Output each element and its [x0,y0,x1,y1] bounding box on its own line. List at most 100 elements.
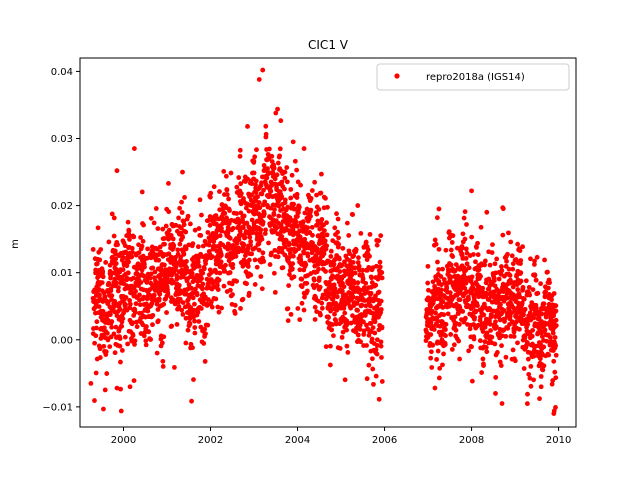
data-point [466,348,472,354]
data-point [374,337,380,343]
data-point [547,280,552,286]
data-point [119,323,125,329]
data-point [443,327,448,332]
data-point [184,258,189,264]
data-point [115,242,120,248]
data-point [328,248,334,254]
data-point [255,194,260,200]
data-point [260,250,266,256]
data-point [171,243,177,248]
data-point [541,344,547,350]
data-point [505,325,511,331]
data-point [441,351,446,357]
y-axis-ticks: −0.01 0.00 0.01 0.02 0.03 0.04 [42,67,80,413]
data-point [366,362,372,368]
data-point [212,216,218,222]
data-point [366,264,372,270]
data-point [269,153,275,159]
data-point [275,254,281,260]
data-point [247,234,253,240]
data-point [180,300,186,305]
data-point [258,274,264,279]
data-point [357,326,363,332]
data-point [132,342,137,347]
data-point [228,170,234,176]
data-point [428,319,434,325]
data-point [488,312,494,317]
data-point [284,179,290,185]
data-point [514,315,520,320]
data-point [522,334,528,340]
data-point [219,228,225,234]
data-point [549,381,555,387]
data-point [97,346,103,352]
data-point [464,261,470,267]
data-point [368,303,373,309]
data-point [179,307,185,313]
data-point [378,339,384,345]
data-point [552,335,558,340]
data-point [116,285,121,290]
data-point [436,278,442,284]
data-point [234,278,239,284]
data-point [112,350,118,356]
data-point [474,245,479,250]
data-point [437,365,443,371]
data-point [189,285,194,291]
data-point [150,265,156,271]
data-point [469,274,475,280]
data-point [334,307,340,313]
data-point [177,296,183,302]
data-point [139,243,145,249]
data-point [478,224,484,230]
data-point [325,204,330,210]
data-point [95,225,101,231]
data-point [428,355,434,361]
data-point [458,287,464,293]
data-point [477,338,483,344]
data-point [436,375,442,381]
data-point [145,255,150,261]
data-point [126,259,131,265]
data-point [509,310,515,316]
data-point [456,338,462,344]
data-point [355,308,361,313]
data-point [471,252,476,257]
data-point [511,334,517,339]
data-point [425,280,431,286]
data-point [100,274,106,280]
data-point [529,333,535,339]
data-point [524,401,530,407]
data-point [519,300,525,306]
data-point [101,343,107,349]
y-tick-label: 0.02 [51,201,73,212]
data-point [210,254,215,260]
data-point [170,236,176,242]
data-point [183,246,189,252]
data-point [305,253,311,259]
data-point [103,349,109,355]
data-point [463,246,469,252]
data-point [174,276,180,282]
data-point [374,351,380,357]
data-point [368,290,374,296]
data-point [297,317,303,323]
data-point [254,147,259,153]
data-point [528,363,534,369]
data-point [463,315,468,321]
data-point [433,241,439,247]
data-point [221,283,227,289]
y-axis-label: m [10,239,21,249]
data-point [199,212,204,218]
data-point [515,340,520,346]
data-point [507,313,513,319]
data-point [198,233,204,238]
data-point [300,219,306,225]
data-point [238,191,244,196]
data-point [297,234,303,240]
data-point [355,260,361,265]
data-point [156,257,162,263]
data-point [272,207,277,212]
data-point [127,384,133,390]
data-point [507,277,513,283]
